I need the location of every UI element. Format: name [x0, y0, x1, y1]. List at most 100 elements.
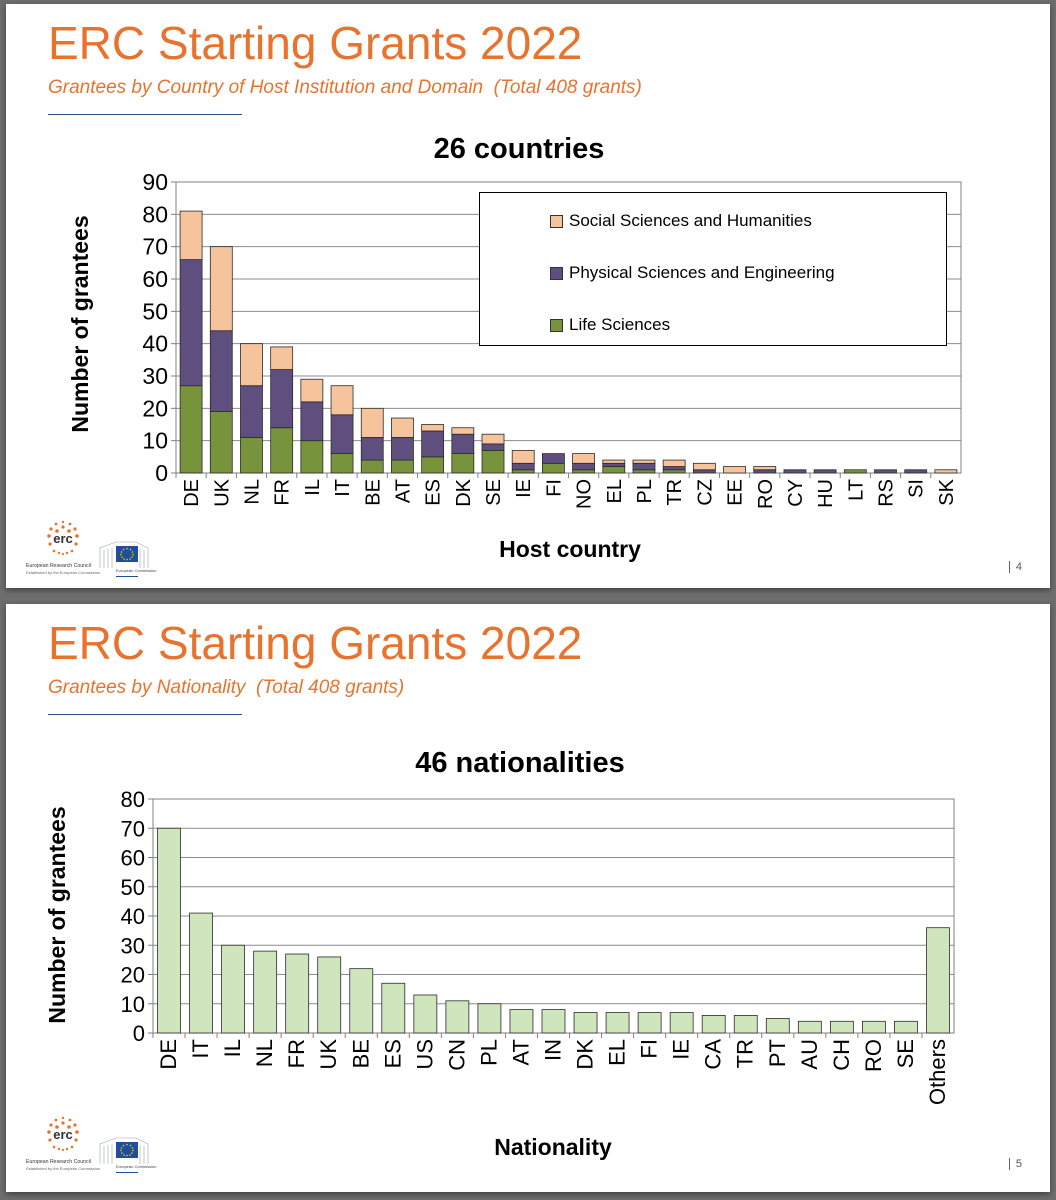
- title-rule: [48, 714, 242, 715]
- y-tick-label: 60: [121, 846, 145, 871]
- bar-rs-physical-sciences-and-engineering: [874, 469, 897, 474]
- bar-nl: [253, 950, 278, 1034]
- ec-logo-name: European Commission: [116, 1164, 156, 1169]
- eu-flag-icon: [116, 546, 138, 562]
- x-tick-label-au: AU: [797, 1039, 822, 1070]
- bar-dk-social-sciences-and-humanities: [451, 427, 475, 435]
- y-tick-label: 60: [142, 266, 168, 292]
- x-tick-label-at: AT: [508, 1039, 533, 1065]
- x-tick-label-others: Others: [925, 1039, 950, 1105]
- y-tick-label: 80: [121, 787, 145, 812]
- x-tick-label-de: DE: [156, 1039, 181, 1070]
- x-tick-label-be: BE: [362, 479, 384, 506]
- bar-ro: [862, 1020, 886, 1034]
- bar-cz-physical-sciences-and-engineering: [692, 469, 716, 474]
- x-tick-label-il: IL: [302, 479, 324, 496]
- bar-de-social-sciences-and-humanities: [179, 210, 203, 261]
- bar-fi: [637, 1012, 662, 1034]
- bar-no-physical-sciences-and-engineering: [572, 462, 595, 471]
- erc-logo: erc European Research Council Establishe…: [26, 520, 100, 575]
- bar-fr-social-sciences-and-humanities: [270, 346, 294, 370]
- x-tick-label-hu: HU: [815, 479, 837, 508]
- european-commission-logo: European Commission: [99, 541, 156, 577]
- bar-se-physical-sciences-and-engineering: [481, 443, 505, 451]
- bar-uk: [317, 956, 342, 1034]
- bar-es-life-sciences: [421, 456, 445, 474]
- erc-logo: erc European Research Council Establishe…: [26, 1116, 100, 1171]
- bar-be-life-sciences: [360, 459, 384, 474]
- bar-el-social-sciences-and-humanities: [602, 459, 626, 464]
- y-tick-label: 50: [121, 875, 145, 900]
- bar-at-social-sciences-and-humanities: [391, 417, 414, 438]
- x-tick-label-cz: CZ: [694, 479, 716, 506]
- bar-be: [349, 968, 374, 1034]
- y-tick-label: 20: [121, 963, 145, 988]
- bar-be-social-sciences-and-humanities: [360, 407, 384, 438]
- bar-il-life-sciences: [300, 440, 324, 474]
- legend-item-social-sciences: Social Sciences and Humanities: [550, 211, 812, 231]
- bar-dk-physical-sciences-and-engineering: [451, 433, 475, 455]
- bar-sk-social-sciences-and-humanities: [934, 469, 958, 474]
- erc-logo-name: European Research Council: [26, 563, 91, 569]
- bar-ro-social-sciences-and-humanities: [753, 466, 777, 471]
- bar-us: [413, 994, 438, 1034]
- x-tick-label-tr: TR: [664, 479, 686, 506]
- x-tick-label-nl: NL: [241, 479, 263, 505]
- x-tick-label-sk: SK: [936, 478, 958, 505]
- x-tick-label-ie: IE: [669, 1039, 694, 1060]
- erc-logo-dots: [47, 520, 79, 556]
- bar-cy-physical-sciences-and-engineering: [783, 469, 807, 474]
- ec-logo-underline: [116, 576, 138, 577]
- bar-hu-physical-sciences-and-engineering: [813, 469, 837, 474]
- x-tick-label-nl: NL: [252, 1039, 277, 1067]
- y-tick-label: 20: [142, 395, 168, 421]
- ec-building-icon: [99, 541, 149, 568]
- x-tick-label-cn: CN: [444, 1039, 469, 1071]
- x-tick-label-uk: UK: [316, 1039, 341, 1070]
- bar-at: [509, 1009, 534, 1034]
- chart-legend: Social Sciences and Humanities Physical …: [479, 192, 947, 346]
- x-tick-label-be: BE: [348, 1039, 373, 1068]
- bar-ie-social-sciences-and-humanities: [511, 449, 535, 464]
- bar-ee-social-sciences-and-humanities: [723, 466, 746, 474]
- ec-building-icon: [99, 1137, 149, 1164]
- slide-title: ERC Starting Grants 2022: [48, 17, 583, 69]
- bar-fr: [285, 953, 310, 1034]
- x-tick-label-fr: FR: [284, 1039, 309, 1068]
- bar-in: [541, 1009, 566, 1034]
- bar-de-life-sciences: [179, 385, 203, 474]
- bar-il-physical-sciences-and-engineering: [300, 401, 324, 442]
- eu-flag-stars: [120, 1143, 134, 1157]
- x-tick-label-no: NO: [574, 479, 596, 509]
- bar-pl-social-sciences-and-humanities: [632, 459, 656, 464]
- bar-ca: [701, 1015, 726, 1034]
- x-tick-label-pt: PT: [765, 1039, 790, 1067]
- legend-swatch-social-sciences: [550, 214, 563, 228]
- x-tick-label-pl: PL: [634, 479, 656, 503]
- y-tick-label: 70: [142, 234, 168, 260]
- x-tick-label-fi: FI: [543, 479, 565, 497]
- nationality-chart: 0 10 20 30 40 50 60 70 80 DE IT IL NL FR UK BE ES US CN PL A…: [44, 747, 955, 1160]
- slide-title: ERC Starting Grants 2022: [48, 617, 583, 669]
- x-tick-label-de: DE: [181, 479, 203, 507]
- eu-flag-icon: [116, 1142, 138, 1158]
- x-tick-label-se: SE: [893, 1039, 918, 1068]
- bar-de-physical-sciences-and-engineering: [179, 259, 203, 387]
- x-tick-label-it: IT: [188, 1039, 213, 1059]
- erc-logo-tagline: Established by the European Commission: [26, 1166, 100, 1171]
- legend-item-physical-sciences: Physical Sciences and Engineering: [550, 263, 835, 283]
- ec-logo-name: European Commission: [116, 568, 156, 573]
- bar-el: [605, 1012, 630, 1034]
- bar-at-life-sciences: [391, 459, 414, 474]
- erc-logo-tagline: Established by the European Commission: [26, 570, 100, 575]
- bar-pt: [765, 1017, 790, 1034]
- bar-ie: [669, 1012, 694, 1034]
- erc-logo-mark: erc: [53, 531, 73, 546]
- bar-uk-physical-sciences-and-engineering: [209, 330, 233, 412]
- bar-others: [926, 927, 950, 1034]
- bar-it-life-sciences: [330, 453, 354, 474]
- bar-ch: [829, 1020, 854, 1034]
- page-number-value: 4: [1015, 561, 1022, 573]
- x-tick-label-ee: EE: [725, 479, 747, 506]
- bar-it: [189, 912, 213, 1034]
